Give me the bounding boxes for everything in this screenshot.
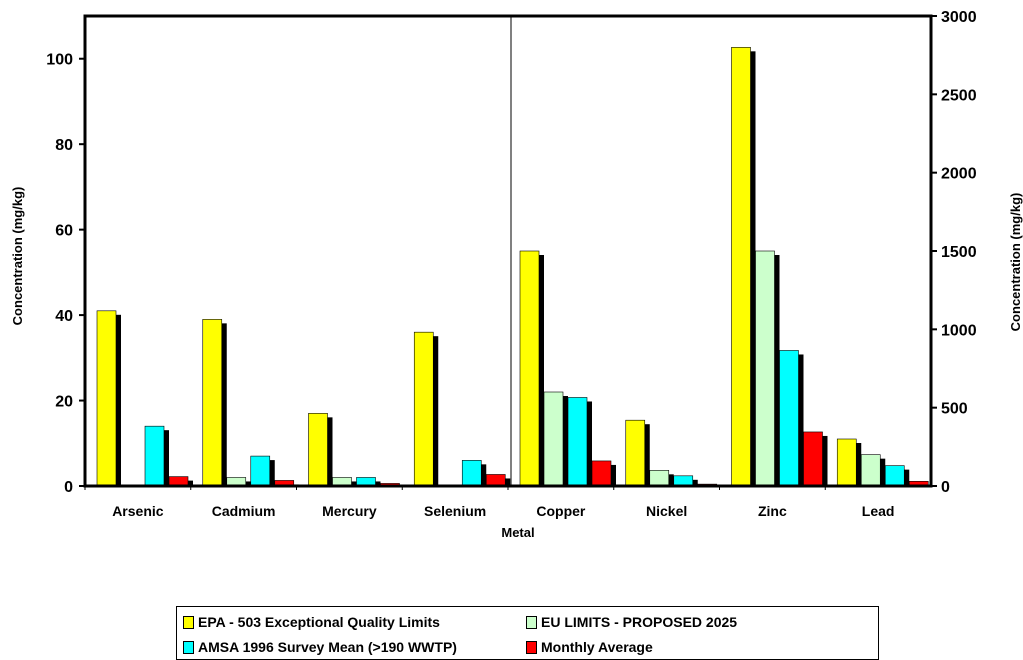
category-label: Nickel (646, 503, 687, 519)
right-tick-label: 500 (941, 401, 968, 418)
legend-swatch-eu (526, 615, 537, 629)
y-axis-left-label: Concentration (mg/kg) (10, 187, 25, 326)
left-tick-label: 0 (64, 479, 73, 496)
category-labels: Arsenic Cadmium Mercury Selenium Copper Nicke… (112, 503, 894, 519)
legend-swatch-amsa (183, 640, 194, 654)
legend-item-eu: EU LIMITS - PROPOSED 2025 (526, 612, 737, 632)
right-tick-label: 1500 (941, 244, 977, 261)
bar-nickel-0 (625, 419, 646, 487)
legend-label-epa: EPA - 503 Exceptional Quality Limits (198, 614, 440, 630)
right-tick-label: 0 (941, 479, 950, 496)
bar-mercury-0 (308, 413, 328, 487)
legend-label-monthly: Monthly Average (541, 639, 653, 655)
category-label: Zinc (758, 503, 787, 519)
bar-nickel-1 (649, 470, 670, 487)
legend-label-eu: EU LIMITS - PROPOSED 2025 (541, 614, 738, 630)
right-tick-label: 1000 (941, 322, 977, 339)
category-label: Arsenic (112, 503, 164, 519)
right-tick-label: 2000 (941, 166, 977, 183)
legend-item-monthly: Monthly Average (526, 637, 653, 657)
bar-cadmium-2 (250, 455, 271, 487)
bars-group (84, 47, 934, 490)
legend-item-amsa: AMSA 1996 Survey Mean (>190 WWTP) (183, 637, 457, 657)
legend-swatch-epa (183, 615, 194, 629)
bar-arsenic-2 (144, 425, 165, 487)
left-axis: 0 20 40 60 80 100 (46, 52, 85, 496)
category-label: Cadmium (212, 503, 276, 519)
right-tick-label: 2500 (941, 87, 977, 104)
bar-lead-1 (860, 454, 881, 487)
category-label: Copper (536, 503, 586, 519)
bar-zinc-0 (731, 47, 751, 487)
bar-zinc-1 (755, 250, 775, 487)
bar-copper-1 (543, 391, 564, 487)
left-tick-label: 60 (55, 223, 73, 240)
bar-copper-0 (519, 250, 540, 487)
bar-copper-3 (591, 460, 612, 487)
bar-selenium-3 (485, 474, 506, 487)
legend-item-epa: EPA - 503 Exceptional Quality Limits (183, 612, 440, 632)
right-axis: 0 500 1000 1500 2000 2500 3000 (931, 9, 977, 496)
category-label: Lead (862, 503, 895, 519)
x-axis-label: Metal (501, 525, 534, 540)
bar-selenium-2 (461, 460, 482, 487)
left-tick-label: 100 (46, 52, 73, 69)
y-axis-right-label: Concentration (mg/kg) (1008, 193, 1023, 332)
category-label: Selenium (424, 503, 486, 519)
legend-label-amsa: AMSA 1996 Survey Mean (>190 WWTP) (198, 639, 457, 655)
bar-cadmium-0 (202, 319, 223, 487)
legend-swatch-monthly (526, 640, 537, 654)
right-tick-label: 3000 (941, 9, 977, 26)
bar-zinc-3 (803, 431, 823, 487)
bar-selenium-0 (413, 331, 434, 487)
bar-lead-0 (836, 438, 857, 487)
bar-copper-2 (567, 397, 588, 487)
bar-zinc-2 (779, 350, 799, 487)
category-label: Mercury (322, 503, 377, 519)
left-tick-label: 80 (55, 137, 73, 154)
bar-nickel-2 (673, 475, 694, 487)
bar-lead-2 (884, 465, 905, 487)
bar-arsenic-0 (96, 310, 117, 487)
left-tick-label: 20 (55, 394, 73, 411)
legend: EPA - 503 Exceptional Quality Limits EU … (176, 606, 879, 660)
left-tick-label: 40 (55, 308, 73, 325)
chart: 0 20 40 60 80 100 0 500 1000 1500 2000 2500 3000 Ar… (10, 9, 1023, 540)
